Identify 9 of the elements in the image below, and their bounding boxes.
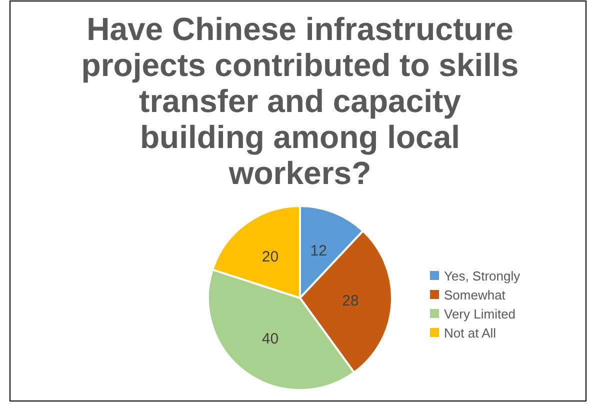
- legend-label: Not at All: [444, 326, 496, 340]
- legend-label: Very Limited: [444, 306, 516, 322]
- data-label: 40: [262, 330, 279, 348]
- data-label: 28: [342, 292, 359, 310]
- legend-label: Somewhat: [444, 288, 506, 302]
- chart-title: Have Chinese infrastructure projects contributed to skills transfer and capacity building among local workers?: [81, 11, 519, 191]
- data-label: 12: [310, 242, 327, 260]
- legend-label: Yes, Strongly: [444, 268, 521, 284]
- data-label: 20: [262, 248, 279, 266]
